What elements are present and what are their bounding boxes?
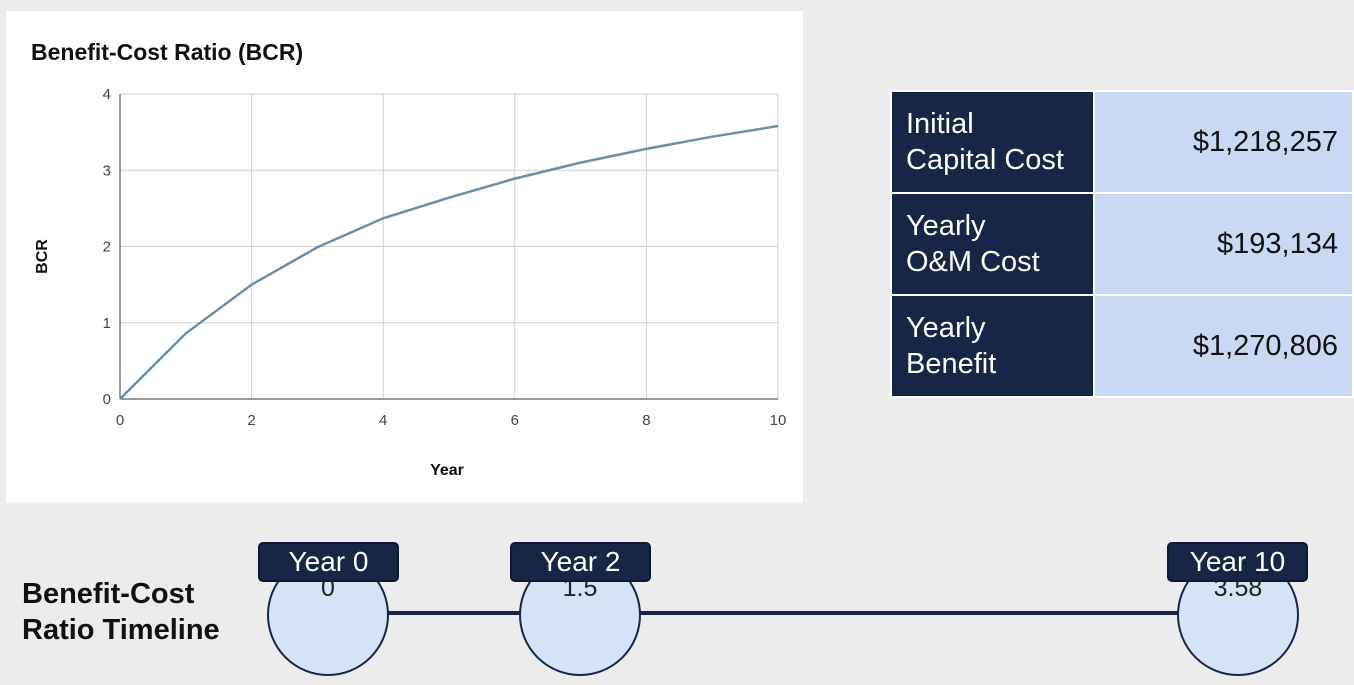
x-tick-label: 8 — [642, 412, 650, 429]
x-tick-label: 6 — [511, 412, 519, 429]
summary-value: $1,218,257 — [1092, 90, 1354, 194]
summary-row-capital-cost: Initial Capital Cost $1,218,257 — [890, 90, 1354, 194]
y-tick-label: 3 — [103, 162, 111, 179]
milestone-year-label: Year 0 — [258, 542, 399, 582]
summary-label: Yearly O&M Cost — [890, 192, 1095, 296]
milestone-year-label: Year 2 — [510, 542, 651, 582]
y-tick-label: 2 — [103, 239, 111, 256]
x-axis-title: Year — [430, 462, 464, 479]
bcr-series-line — [119, 124, 779, 400]
summary-value: $1,270,806 — [1092, 294, 1354, 398]
summary-value: $193,134 — [1092, 192, 1354, 296]
summary-label: Initial Capital Cost — [890, 90, 1095, 194]
timeline-connector — [388, 611, 520, 615]
timeline-connector — [640, 611, 1178, 615]
y-tick-label: 4 — [103, 86, 111, 103]
y-tick-label: 1 — [103, 315, 111, 332]
bcr-chart-card: Benefit-Cost Ratio (BCR) 0 2 4 6 8 10 0 1 2 3 4 Yea… — [6, 11, 803, 503]
summary-row-om-cost: Yearly O&M Cost $193,134 — [890, 192, 1354, 296]
x-tick-label: 0 — [116, 412, 124, 429]
y-axis-title: BCR — [34, 239, 51, 274]
x-tick-label: 10 — [770, 412, 787, 429]
milestone-year-label: Year 10 — [1167, 542, 1308, 582]
summary-label: Yearly Benefit — [890, 294, 1095, 398]
y-tick-label: 0 — [103, 391, 111, 408]
summary-row-benefit: Yearly Benefit $1,270,806 — [890, 294, 1354, 398]
x-tick-label: 4 — [379, 412, 387, 429]
bcr-line-chart: 0 2 4 6 8 10 0 1 2 3 4 Year BCR — [34, 86, 787, 479]
x-tick-label: 2 — [247, 412, 255, 429]
timeline-title: Benefit-Cost Ratio Timeline — [22, 578, 220, 646]
cost-summary-table: Initial Capital Cost $1,218,257 Yearly O… — [890, 90, 1354, 398]
chart-title: Benefit-Cost Ratio (BCR) — [31, 39, 304, 65]
